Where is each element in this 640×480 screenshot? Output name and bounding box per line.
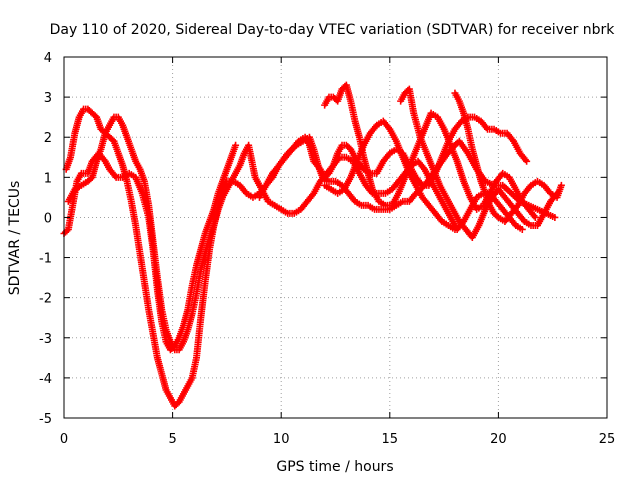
series-pass-6 [397, 85, 561, 241]
x-tick-label: 10 [273, 432, 290, 447]
x-tick-label: 5 [168, 432, 176, 447]
data-point-interp [493, 212, 501, 220]
data-point [523, 157, 531, 165]
data-layer [60, 81, 565, 410]
data-point [531, 213, 539, 221]
x-tick-label: 25 [599, 432, 616, 447]
y-tick-label: -1 [39, 252, 52, 267]
y-tick-label: -3 [39, 332, 52, 347]
data-point [518, 225, 526, 233]
x-axis-label: GPS time / hours [276, 459, 393, 475]
y-tick-label: 0 [44, 211, 52, 226]
y-tick-label: 1 [44, 171, 52, 186]
plot-frame [63, 56, 608, 419]
y-tick-label: -5 [39, 412, 52, 427]
data-point [557, 181, 565, 189]
y-tick-label: 4 [44, 51, 52, 66]
data-point [232, 141, 240, 149]
y-tick-label: -4 [39, 372, 52, 387]
plot-frame-layer [63, 56, 608, 419]
x-tick-label: 0 [60, 432, 68, 447]
y-tick-label: -2 [39, 292, 52, 307]
data-point-interp [63, 227, 71, 235]
grid-layer [64, 57, 607, 418]
data-point [551, 213, 559, 221]
y-axis-label: SDTVAR / TECUs [7, 181, 23, 296]
y-tick-label: 2 [44, 131, 52, 146]
data-point [451, 225, 459, 233]
chart-title: Day 110 of 2020, Sidereal Day-to-day VTE… [50, 22, 616, 38]
x-tick-label: 15 [382, 432, 399, 447]
x-tick-label: 20 [490, 432, 507, 447]
series-pass-7 [451, 89, 565, 225]
tick-label-layer: 0 5 10 15 20 25 -5 -4 -3 -2 -1 0 1 2 3 4 [39, 51, 615, 447]
y-tick-label: 3 [44, 91, 52, 106]
series-pass-8 [321, 117, 459, 233]
